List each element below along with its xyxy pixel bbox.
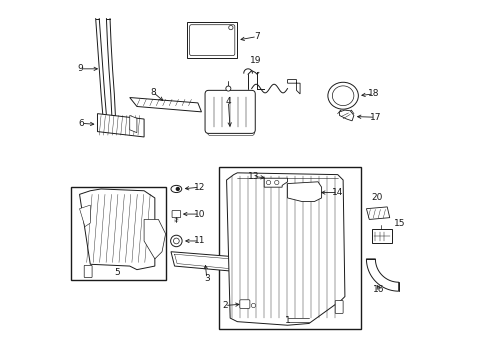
Text: 5: 5 [114, 268, 120, 277]
FancyBboxPatch shape [239, 300, 249, 309]
Bar [219, 167, 360, 329]
Text: 10: 10 [194, 210, 205, 219]
Circle shape [251, 303, 255, 308]
Polygon shape [129, 98, 201, 112]
Text: 12: 12 [194, 183, 205, 192]
Circle shape [228, 26, 233, 30]
Ellipse shape [171, 185, 182, 193]
Text: 18: 18 [367, 89, 379, 98]
Text: 3: 3 [203, 274, 209, 283]
Polygon shape [144, 220, 165, 259]
Text: 13: 13 [247, 172, 259, 181]
Circle shape [176, 188, 179, 190]
FancyBboxPatch shape [172, 211, 180, 218]
FancyBboxPatch shape [207, 95, 254, 135]
Polygon shape [80, 205, 90, 226]
Polygon shape [339, 110, 353, 121]
Text: 14: 14 [331, 188, 343, 197]
FancyBboxPatch shape [84, 265, 92, 278]
Text: 2: 2 [222, 301, 227, 310]
Text: 8: 8 [150, 87, 156, 96]
Text: 1: 1 [284, 316, 290, 325]
Bar [70, 187, 165, 280]
Circle shape [274, 180, 278, 185]
Circle shape [266, 180, 270, 185]
Polygon shape [264, 178, 287, 187]
Text: 20: 20 [371, 193, 382, 202]
Polygon shape [366, 207, 389, 220]
Circle shape [170, 235, 182, 247]
Text: 9: 9 [77, 64, 83, 73]
Circle shape [225, 86, 230, 91]
FancyBboxPatch shape [189, 25, 234, 55]
Circle shape [173, 238, 179, 244]
Text: 19: 19 [249, 56, 261, 65]
Text: 16: 16 [372, 285, 384, 294]
Text: 6: 6 [78, 119, 84, 128]
Ellipse shape [332, 86, 353, 105]
Polygon shape [129, 116, 137, 133]
Polygon shape [287, 80, 300, 94]
Polygon shape [287, 182, 321, 202]
Bar [371, 229, 391, 243]
Polygon shape [366, 259, 398, 291]
FancyBboxPatch shape [204, 90, 255, 134]
Text: 11: 11 [194, 237, 205, 246]
Text: 4: 4 [225, 96, 231, 105]
Text: 17: 17 [369, 113, 380, 122]
Polygon shape [97, 114, 144, 137]
Text: 15: 15 [393, 219, 405, 228]
Ellipse shape [327, 82, 358, 109]
Bar [187, 22, 237, 58]
Text: 7: 7 [254, 32, 260, 41]
Polygon shape [226, 173, 344, 325]
Polygon shape [171, 252, 239, 271]
FancyBboxPatch shape [335, 301, 343, 314]
Polygon shape [80, 189, 155, 270]
